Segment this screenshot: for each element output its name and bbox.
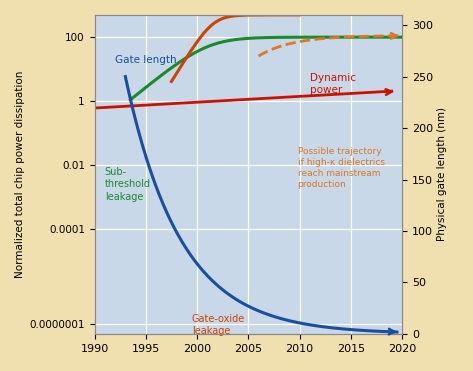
Text: Dynamic
power: Dynamic power bbox=[310, 73, 356, 95]
Text: Sub-
threshold
leakage: Sub- threshold leakage bbox=[105, 167, 151, 202]
Text: Possible trajectory
if high-κ dielectrics
reach mainstream
production: Possible trajectory if high-κ dielectric… bbox=[298, 147, 385, 189]
Y-axis label: Normalized total chip power dissipation: Normalized total chip power dissipation bbox=[15, 71, 25, 278]
Text: Gate length: Gate length bbox=[115, 55, 177, 65]
Y-axis label: Physical gate length (nm): Physical gate length (nm) bbox=[437, 107, 447, 242]
Text: Gate-oxide
leakage: Gate-oxide leakage bbox=[192, 313, 245, 336]
